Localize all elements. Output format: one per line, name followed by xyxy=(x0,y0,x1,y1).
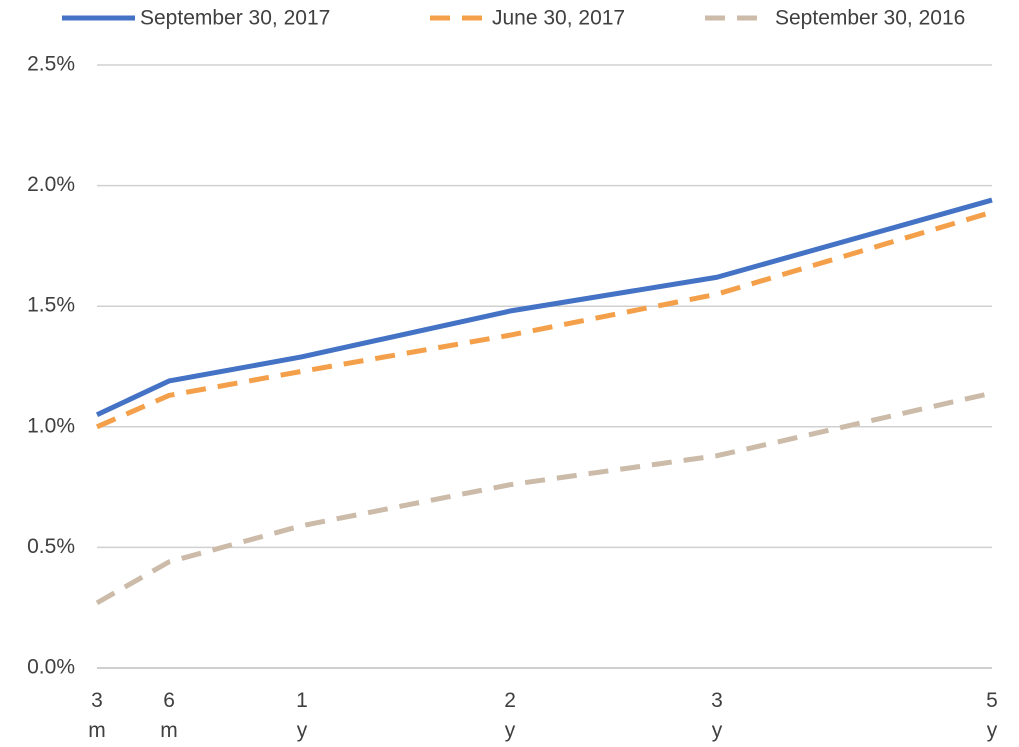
series-line xyxy=(95,197,993,418)
x-tick-label: 1 y xyxy=(296,689,308,742)
x-tick-label: 3 y xyxy=(711,689,723,742)
series-line xyxy=(96,209,993,430)
legend-label: June 30, 2017 xyxy=(492,7,625,30)
y-tick-label: 2.0% xyxy=(27,173,75,196)
x-tick-label: 6 m xyxy=(160,689,178,742)
series-line xyxy=(95,390,993,606)
y-tick-label: 0.5% xyxy=(27,535,75,558)
x-tick-label: 3 m xyxy=(88,689,106,742)
y-tick-label: 2.5% xyxy=(27,53,75,76)
y-tick-label: 1.0% xyxy=(27,414,75,437)
legend-label: September 30, 2017 xyxy=(140,7,330,30)
y-tick-label: 1.5% xyxy=(27,294,75,317)
y-tick-label: 0.0% xyxy=(27,656,75,679)
x-tick-label: 5 y xyxy=(986,689,998,742)
legend-label: September 30, 2016 xyxy=(775,7,965,30)
x-tick-label: 2 y xyxy=(504,689,516,742)
